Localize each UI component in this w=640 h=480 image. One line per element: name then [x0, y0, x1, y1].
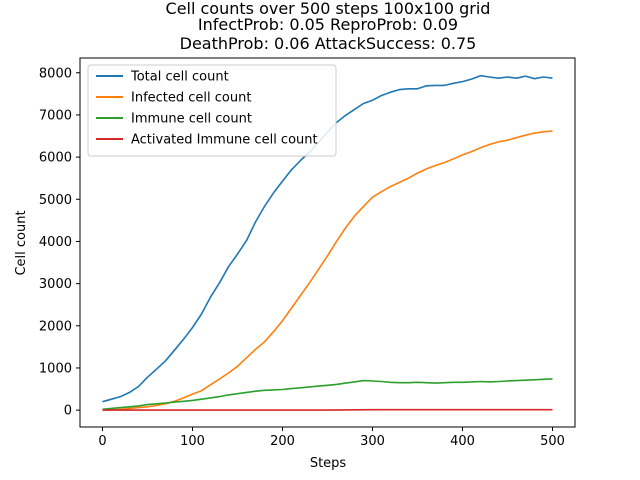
y-tick-label-3: 3000 — [39, 277, 72, 292]
legend-label-0: Total cell count — [130, 70, 229, 85]
axes-frame — [79, 57, 576, 428]
plot-frame — [79, 57, 576, 428]
y-axis-ticks: 0 1000 2000 3000 4000 5000 6000 7000 8000 — [39, 66, 80, 419]
x-tick-label-4: 400 — [450, 434, 475, 449]
y-tick-label-0: 0 — [64, 404, 72, 419]
y-tick-label-4: 4000 — [39, 235, 72, 250]
x-tick-label-2: 200 — [270, 434, 295, 449]
x-tick-label-1: 100 — [180, 434, 205, 449]
x-tick-label-5: 500 — [540, 434, 565, 449]
x-tick-label-0: 0 — [98, 434, 106, 449]
x-tick-label-3: 300 — [360, 434, 385, 449]
y-tick-label-7: 7000 — [39, 108, 72, 123]
y-tick-label-8: 8000 — [39, 66, 72, 81]
series-line-2 — [102, 378, 553, 411]
y-tick-label-5: 5000 — [39, 193, 72, 208]
legend-label-3: Activated Immune cell count — [131, 133, 318, 148]
legend: Total cell count Infected cell count Immun… — [87, 64, 337, 157]
y-tick-label-2: 2000 — [39, 319, 72, 334]
chart-title-line-3: DeathProb: 0.06 AttackSuccess: 0.75 — [180, 34, 477, 53]
legend-label-2: Immune cell count — [131, 112, 252, 127]
x-axis-label: Steps — [310, 456, 347, 471]
chart-title-line-1: Cell counts over 500 steps 100x100 grid — [166, 0, 491, 18]
chart-title-line-2: InfectProb: 0.05 ReproProb: 0.09 — [198, 15, 458, 34]
y-tick-label-1: 1000 — [39, 361, 72, 376]
y-axis-label: Cell count — [14, 210, 29, 275]
legend-box — [87, 64, 337, 157]
y-tick-label-6: 6000 — [39, 151, 72, 166]
legend-label-1: Infected cell count — [131, 91, 251, 106]
x-axis-ticks: 0 100 200 300 400 500 — [98, 427, 565, 449]
series-line-1 — [102, 130, 553, 411]
